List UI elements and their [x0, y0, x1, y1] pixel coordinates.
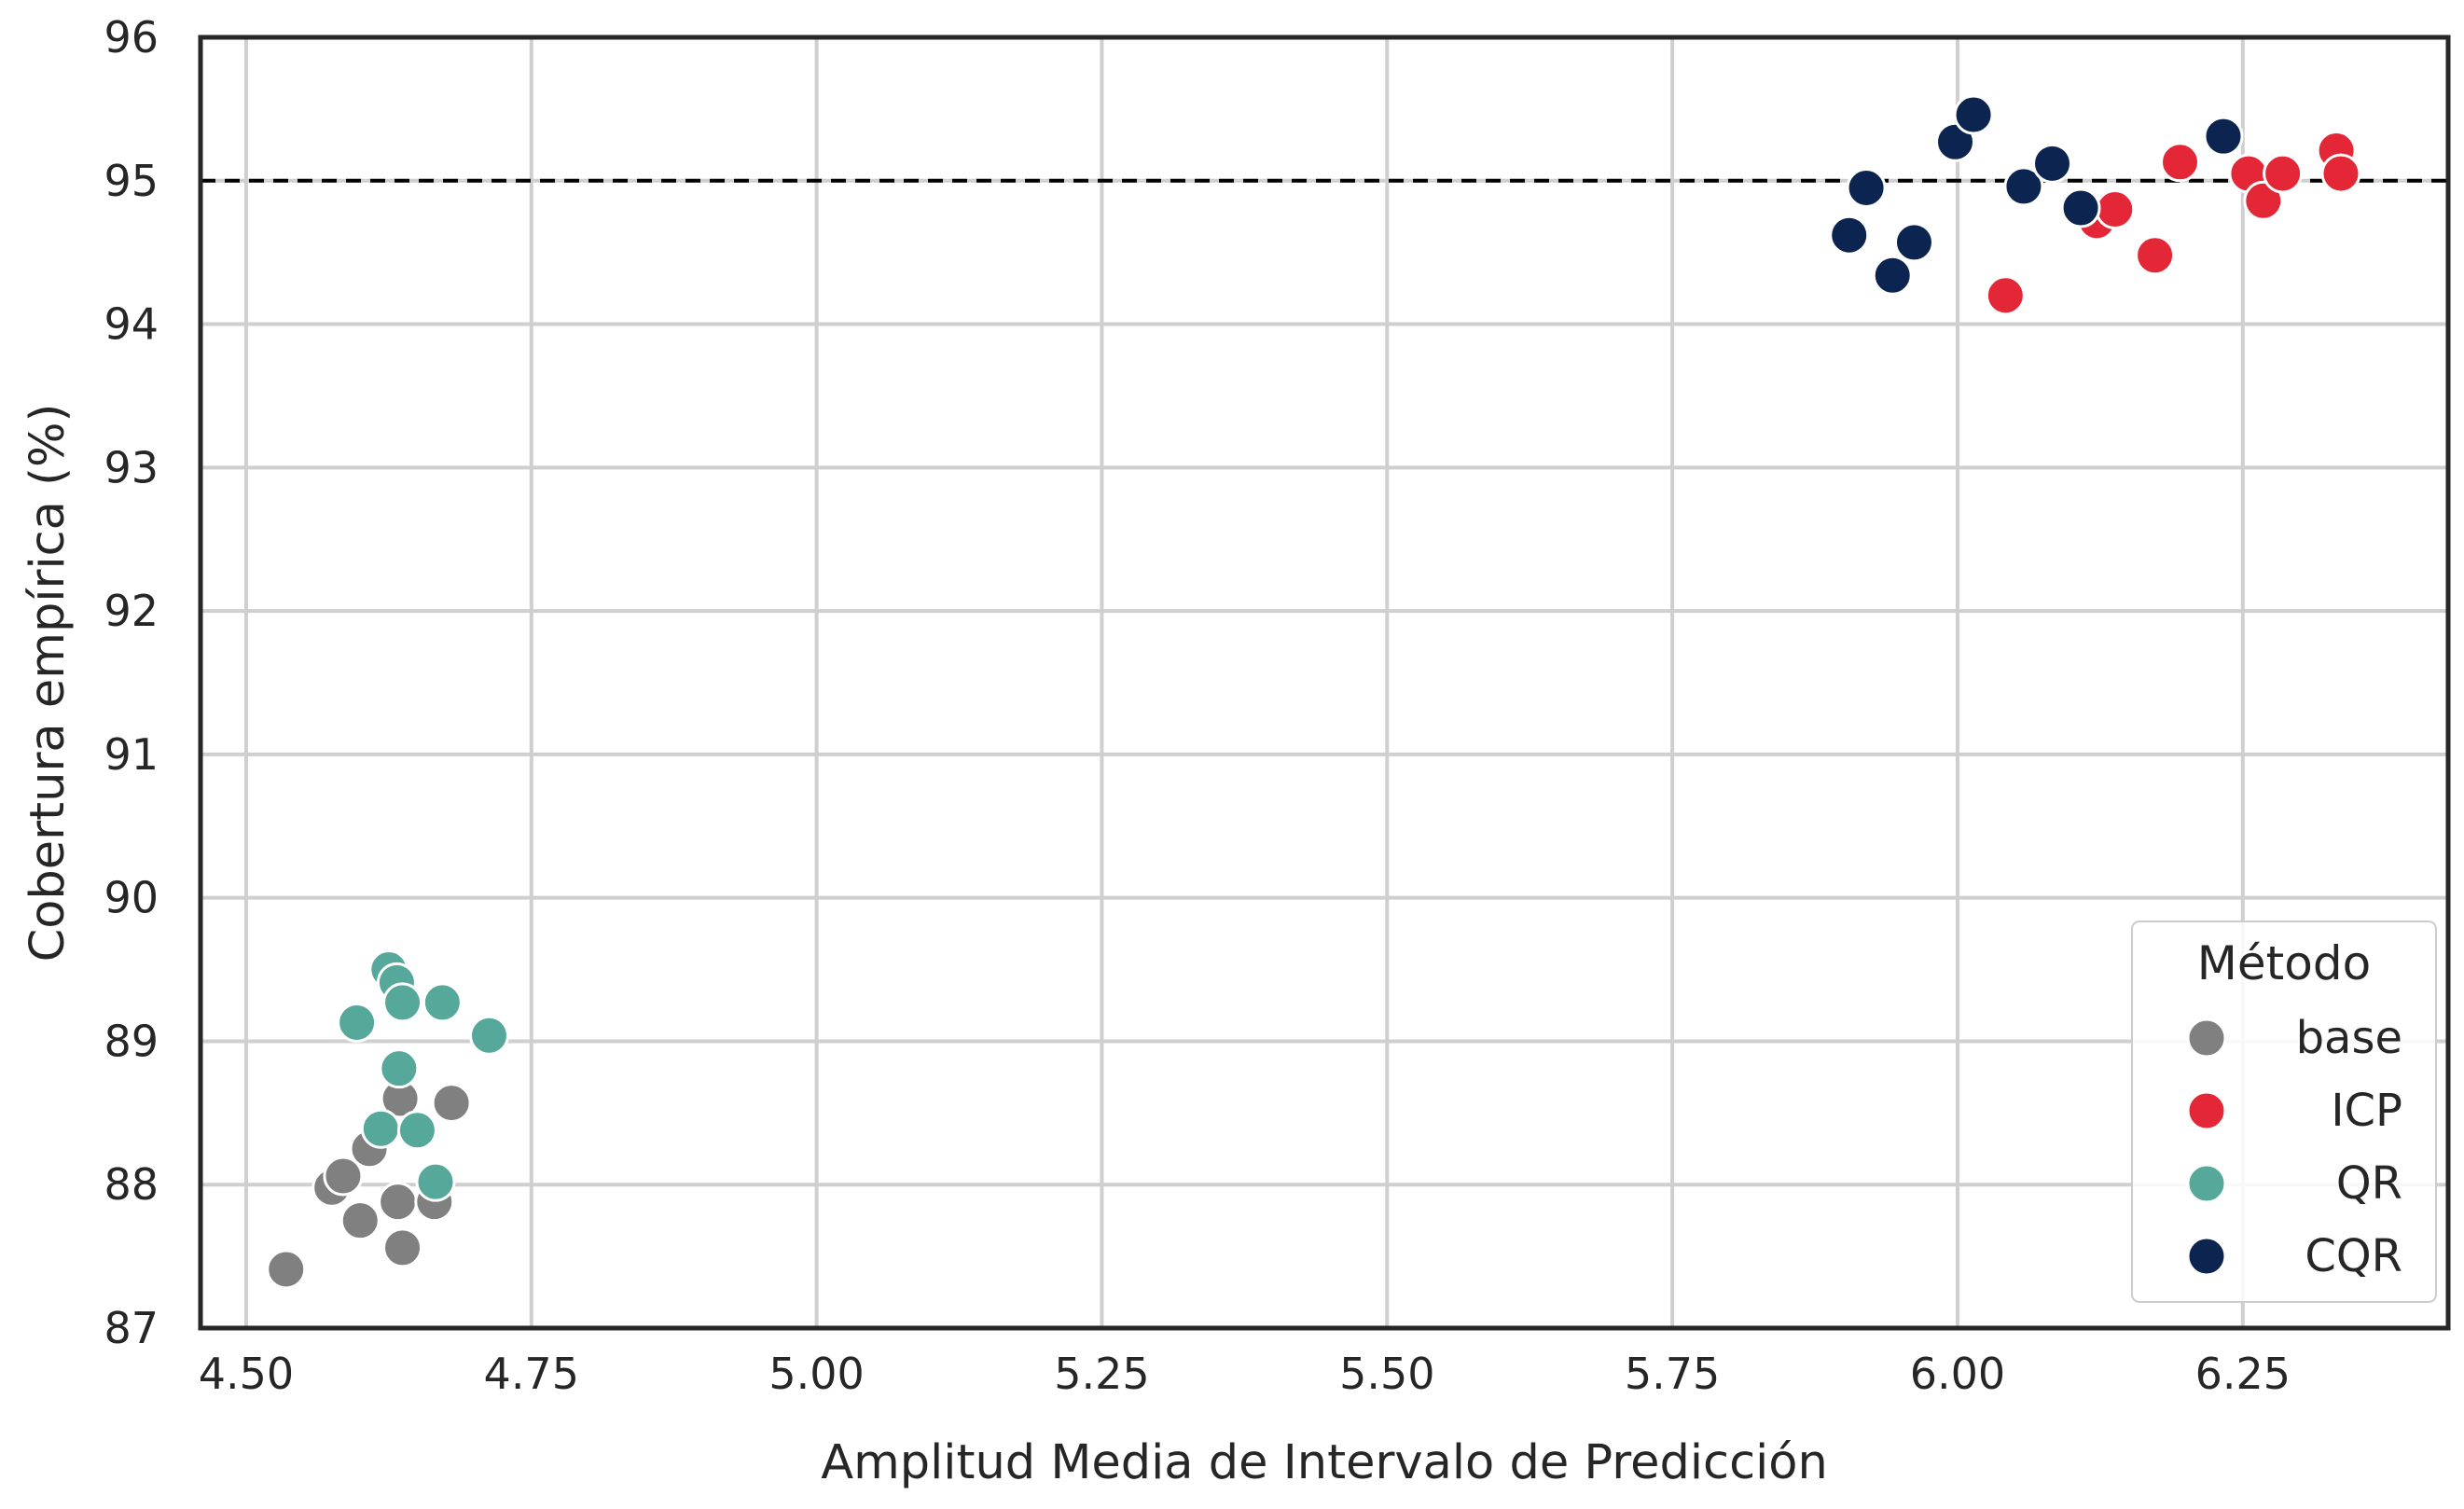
x-tick-label: 4.75 [484, 1349, 579, 1399]
data-point-qr [337, 1002, 378, 1043]
legend-marker-cqr [2186, 1236, 2227, 1277]
y-axis-label: Cobertura empírica (%) [21, 404, 76, 962]
legend-marker-icp [2186, 1090, 2227, 1131]
data-point-icp [2135, 235, 2176, 276]
data-point-base [323, 1156, 364, 1197]
data-point-qr [379, 1048, 420, 1089]
legend-label-qr: QR [2336, 1157, 2402, 1210]
tick-labels-layer: 4.50 4.75 5.00 5.25 5.50 5.75 6.00 6.25 87 88 89 90… [104, 12, 2291, 1399]
y-tick-label: 96 [104, 12, 159, 62]
data-point-icp [2263, 153, 2304, 194]
data-point-qr [469, 1015, 510, 1056]
x-tick-label: 5.25 [1054, 1349, 1149, 1399]
legend-label-icp: ICP [2331, 1085, 2402, 1137]
data-point-base [266, 1249, 307, 1290]
points-layer [266, 94, 2361, 1290]
data-point-cqr [2003, 166, 2044, 207]
y-tick-label: 95 [104, 156, 159, 206]
legend-marker-base [2186, 1018, 2227, 1059]
x-tick-label: 6.25 [2195, 1349, 2291, 1399]
y-tick-label: 87 [104, 1303, 159, 1353]
data-point-cqr [1829, 215, 1870, 256]
legend-title: Método [2197, 936, 2371, 990]
y-tick-label: 92 [104, 586, 159, 636]
data-point-icp [1985, 275, 2026, 316]
y-tick-label: 88 [104, 1159, 159, 1210]
data-point-qr [396, 1110, 437, 1151]
x-tick-label: 5.75 [1625, 1349, 1720, 1399]
data-point-cqr [2060, 187, 2101, 228]
y-tick-label: 93 [104, 442, 159, 492]
x-tick-label: 5.50 [1339, 1349, 1434, 1399]
legend: Método base ICP QR CQR [2131, 921, 2437, 1303]
x-tick-label: 6.00 [1910, 1349, 2005, 1399]
data-point-qr [415, 1161, 456, 1202]
y-tick-label: 91 [104, 729, 159, 780]
legend-box [2131, 921, 2437, 1303]
legend-label-cqr: CQR [2305, 1230, 2402, 1282]
data-point-cqr [1872, 255, 1913, 296]
data-point-icp [2243, 180, 2284, 221]
y-tick-label: 90 [104, 873, 159, 923]
legend-marker-qr [2186, 1163, 2227, 1204]
data-point-base [382, 1227, 423, 1268]
legend-items: base ICP QR CQR [2186, 1012, 2402, 1282]
data-point-base [339, 1200, 381, 1241]
data-point-cqr [2203, 116, 2244, 157]
data-point-base [431, 1083, 472, 1124]
data-point-icp [2095, 189, 2136, 230]
x-axis-label: Amplitud Media de Intervalo de Predicció… [821, 1435, 1828, 1490]
y-tick-label: 89 [104, 1016, 159, 1066]
legend-label-base: base [2296, 1012, 2402, 1064]
data-point-icp [2320, 153, 2361, 194]
data-point-icp [2160, 142, 2201, 183]
data-point-qr [422, 982, 463, 1023]
x-tick-label: 4.50 [199, 1349, 294, 1399]
data-point-base [378, 1182, 419, 1223]
data-point-cqr [1893, 222, 1934, 263]
data-point-cqr [1846, 167, 1887, 208]
data-point-qr [382, 982, 423, 1023]
data-point-qr [360, 1108, 401, 1149]
plot-frame [198, 35, 2451, 1331]
y-tick-label: 94 [104, 299, 159, 350]
data-point-cqr [2031, 143, 2072, 184]
data-point-cqr [1953, 94, 1994, 135]
x-tick-label: 5.00 [768, 1349, 864, 1399]
